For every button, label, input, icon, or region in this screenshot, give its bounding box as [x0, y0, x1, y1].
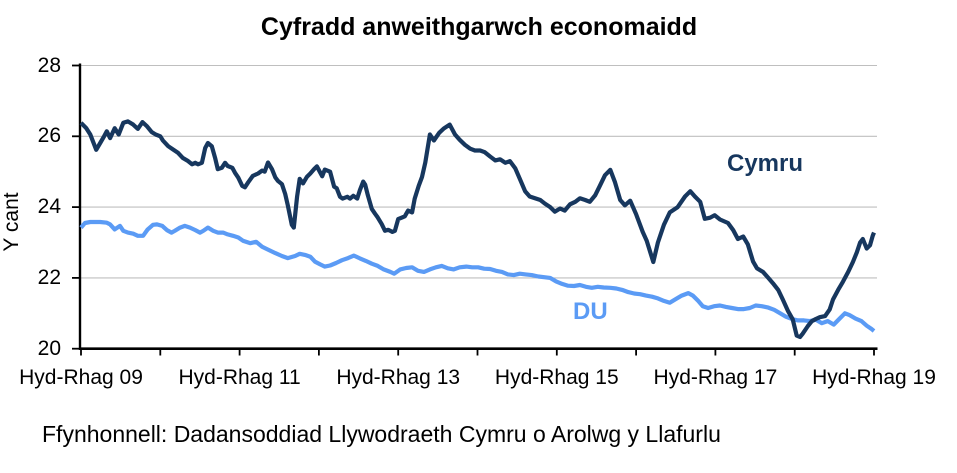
y-axis-tick-label: 20: [37, 336, 61, 360]
series-label-cymru: Cymru: [727, 150, 804, 177]
x-axis-tick-label: Hyd-Rhag 19: [812, 366, 936, 389]
y-axis-tick-label: 26: [37, 124, 61, 148]
series-line-du: [79, 219, 876, 333]
x-axis-tick-label: Hyd-Rhag 13: [336, 366, 461, 389]
series-line-cymru: [79, 119, 876, 340]
y-axis-tick-label: 28: [37, 53, 61, 77]
y-axis-tick-label: 22: [37, 265, 61, 289]
x-axis-tick-label: Hyd-Rhag 09: [19, 366, 143, 389]
y-axis-tick-label: 24: [37, 195, 61, 219]
chart-title: Cyfradd anweithgarwch economaidd: [260, 13, 698, 41]
x-axis-tick-label: Hyd-Rhag 15: [494, 366, 619, 389]
source-note: Ffynhonnell: Dadansoddiad Llywodraeth Cy…: [42, 421, 721, 447]
x-axis-tick-label: Hyd-Rhag 17: [653, 366, 778, 389]
x-axis-tick-label: Hyd-Rhag 11: [178, 366, 301, 389]
series-label-du: DU: [573, 298, 608, 325]
plot-area: [72, 63, 878, 356]
